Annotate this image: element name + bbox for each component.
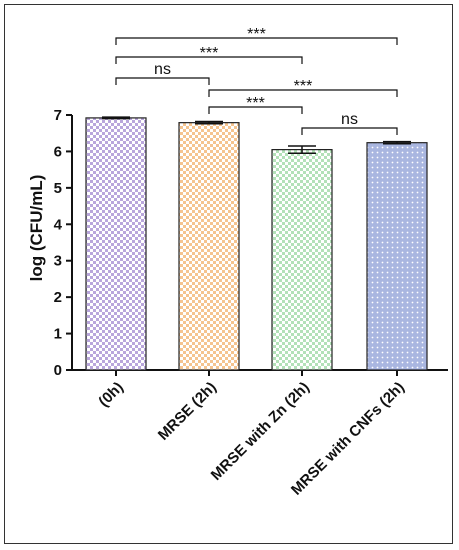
- y-tick-label-7: 7: [54, 107, 62, 124]
- significance-label-1: ***: [247, 26, 266, 43]
- y-tick-label-5: 5: [54, 180, 62, 197]
- significance-label-4: ***: [294, 78, 313, 95]
- y-tick-label-2: 2: [54, 289, 62, 306]
- y-tick-label-3: 3: [54, 253, 62, 270]
- significance-label-2: ***: [200, 45, 219, 62]
- significance-label-3: ns: [154, 61, 171, 78]
- significance-bracket-2: [115, 56, 303, 64]
- significance-bracket-5: [208, 106, 303, 114]
- y-tick-label-4: 4: [54, 216, 63, 233]
- x-tick-label-2: MRSE (2h): [155, 379, 220, 444]
- x-tick-label-1: (0h): [95, 379, 126, 410]
- significance-bracket-3: [115, 77, 210, 85]
- significance-bracket-1: [115, 37, 398, 45]
- x-tick-label-3: MRSE with Zn (2h): [208, 379, 313, 484]
- y-tick-label-1: 1: [54, 326, 62, 343]
- significance-label-6: ns: [341, 111, 358, 128]
- y-axis-label: log (CFU/mL): [27, 175, 46, 282]
- significance-bracket-6: [301, 127, 398, 135]
- figure-frame: [4, 4, 453, 544]
- y-tick-label-6: 6: [54, 143, 62, 160]
- bar-4: [366, 142, 428, 371]
- bar-2: [178, 122, 240, 371]
- bar-1: [85, 117, 147, 371]
- y-tick-label-0: 0: [54, 362, 62, 379]
- significance-label-5: ***: [246, 95, 265, 112]
- significance-bracket-4: [208, 89, 398, 97]
- bar-3: [271, 149, 333, 371]
